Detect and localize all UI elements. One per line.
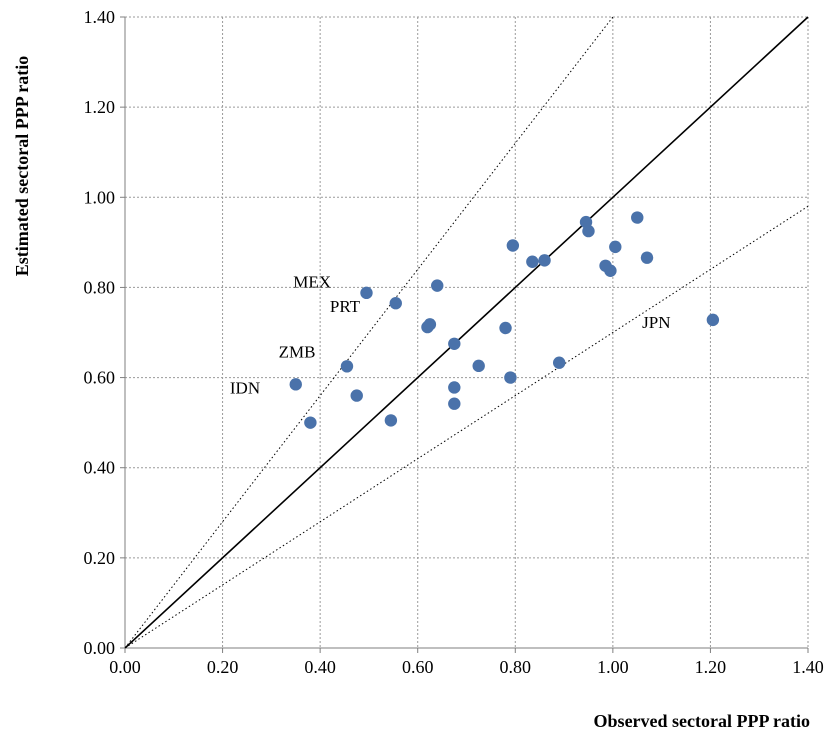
data-point xyxy=(360,286,373,300)
data-point xyxy=(640,251,654,264)
data-point xyxy=(448,397,461,410)
point-annotation-mex: MEX xyxy=(293,272,331,291)
gridlines xyxy=(125,16,809,648)
y-tick-label: 0.80 xyxy=(84,277,116,297)
y-tick-label: 0.00 xyxy=(84,638,116,658)
data-point xyxy=(448,381,461,394)
y-tick-label: 1.20 xyxy=(84,97,116,117)
reference-line-dotted xyxy=(124,16,614,649)
data-point xyxy=(552,356,566,369)
data-point xyxy=(350,389,363,402)
reference-line-dotted xyxy=(124,205,809,649)
y-tick-label: 0.60 xyxy=(84,368,116,388)
data-point xyxy=(389,297,402,310)
data-point xyxy=(582,224,595,238)
data-point xyxy=(604,264,617,277)
y-tick-label: 1.00 xyxy=(84,187,116,207)
x-tick-label: 1.40 xyxy=(792,657,824,677)
x-tick-label: 0.20 xyxy=(207,657,239,677)
x-tick-label: 0.60 xyxy=(402,657,434,677)
x-tick-label: 1.20 xyxy=(695,657,727,677)
data-points xyxy=(289,211,720,429)
point-annotations: MEX PRT ZMB IDN JPN xyxy=(230,272,671,397)
y-axis-title: Estimated sectoral PPP ratio xyxy=(12,56,32,276)
reference-lines xyxy=(124,16,809,649)
x-tick-label: 0.80 xyxy=(500,657,532,677)
x-tick-label: 1.00 xyxy=(597,657,629,677)
x-tick-label: 0.00 xyxy=(109,657,141,677)
data-point xyxy=(304,416,317,429)
data-point xyxy=(499,321,512,335)
data-point xyxy=(538,254,551,267)
point-annotation-prt: PRT xyxy=(330,297,361,316)
data-point xyxy=(506,239,520,252)
point-annotation-idn: IDN xyxy=(230,378,260,397)
x-axis-title: Observed sectoral PPP ratio xyxy=(594,711,810,731)
data-point xyxy=(472,359,485,373)
reference-line-45deg xyxy=(124,16,809,649)
x-tick-label: 0.40 xyxy=(304,657,336,677)
point-annotation-zmb: ZMB xyxy=(279,342,316,361)
axes xyxy=(124,17,808,649)
data-point xyxy=(340,360,354,373)
data-point xyxy=(609,240,622,254)
data-point xyxy=(431,279,444,292)
tick-labels: 0.00 0.20 0.40 0.60 0.80 1.00 1.20 1.40 0.00 0.20… xyxy=(84,7,824,677)
data-point xyxy=(384,414,398,427)
point-annotation-jpn: JPN xyxy=(642,313,670,332)
data-point xyxy=(423,318,437,331)
data-point xyxy=(526,255,539,268)
data-point xyxy=(289,378,302,391)
y-tick-label: 0.40 xyxy=(84,458,116,478)
y-tick-label: 0.20 xyxy=(84,548,116,568)
data-point xyxy=(706,313,720,327)
y-tick-label: 1.40 xyxy=(84,7,116,27)
data-point xyxy=(631,211,644,224)
data-point xyxy=(448,337,461,350)
data-point xyxy=(504,371,517,384)
